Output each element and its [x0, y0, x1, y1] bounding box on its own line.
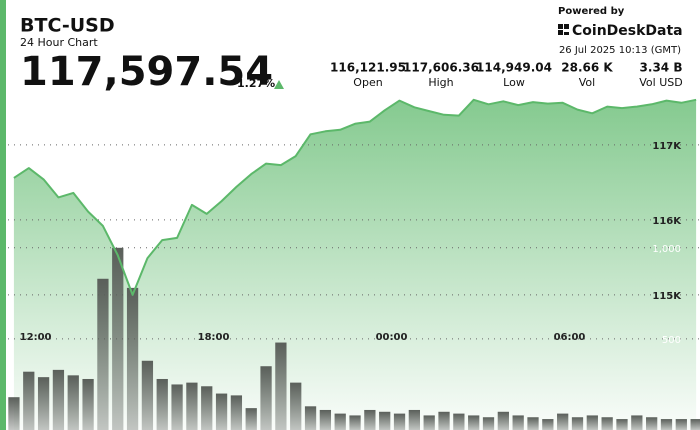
volume-bar — [379, 411, 391, 430]
stat-label: High — [428, 76, 453, 89]
grid-layer — [8, 144, 700, 340]
change: 1.27% — [237, 77, 275, 90]
volume-bar — [186, 382, 198, 430]
volume-bar — [319, 409, 332, 430]
x-tick-label: 06:00 — [554, 332, 586, 343]
powered-by: Powered by — [558, 6, 625, 17]
volume-bar — [230, 395, 243, 430]
stat-label: Open — [353, 76, 382, 89]
volume-bar — [141, 360, 154, 430]
volume-bar — [557, 413, 569, 430]
volume-bar — [201, 386, 213, 430]
subtitle: 24 Hour Chart — [20, 36, 98, 49]
y2-tick-label: 1,000 — [652, 244, 681, 255]
volume-bar — [438, 411, 450, 430]
brand-icon — [558, 24, 569, 35]
up-arrow — [274, 80, 284, 89]
volume-bar — [23, 371, 35, 430]
price-area — [13, 99, 697, 430]
volume-bar — [290, 382, 302, 430]
x-tick-label: 12:00 — [20, 332, 52, 343]
volume-bar — [304, 406, 317, 430]
volume-bar — [82, 378, 94, 430]
stat-value: 3.34 B — [640, 61, 683, 75]
volume-bar — [408, 409, 420, 430]
volume-bar — [275, 342, 287, 430]
volume-bar — [497, 411, 509, 430]
volume-bar — [527, 417, 539, 430]
y-tick-label: 116K — [652, 216, 682, 227]
volume-bar — [675, 419, 687, 430]
volume-bar — [542, 419, 554, 430]
bar-layer — [8, 247, 700, 430]
volume-bar — [616, 419, 628, 430]
volume-bar — [646, 417, 658, 430]
volume-bar — [171, 384, 183, 430]
volume-bar — [8, 397, 20, 430]
volume-bar — [660, 419, 673, 430]
stat-value: 117,606.36 — [403, 61, 479, 75]
volume-bar — [482, 417, 495, 430]
volume-bar — [601, 417, 613, 430]
volume-bar — [97, 278, 109, 430]
volume-bar — [571, 417, 584, 430]
volume-bar — [334, 413, 346, 430]
timestamp: 26 Jul 2025 10:13 (GMT) — [559, 45, 681, 56]
y-tick-label: 115K — [652, 291, 682, 302]
y-tick-label: 117K — [652, 141, 682, 152]
volume-bar — [690, 419, 700, 430]
plot-area: 115K 116K 117K 500 1,000 12:00 18:00 00:00 06:00 — [8, 98, 700, 430]
volume-bar — [112, 247, 124, 430]
stat-value: 116,121.95 — [330, 61, 406, 75]
stat-label: Vol — [579, 76, 595, 89]
volume-bar — [453, 413, 465, 430]
stat-label: Low — [503, 76, 525, 89]
stat-label: Vol USD — [639, 76, 682, 89]
volume-bar — [126, 287, 139, 430]
price-line — [13, 98, 697, 296]
volume-bar — [67, 375, 79, 430]
volume-bar — [156, 378, 168, 430]
volume-bar — [631, 415, 643, 430]
volume-bar — [512, 415, 524, 430]
symbol: BTC-USD — [20, 15, 115, 37]
stat-value: 28.66 K — [561, 61, 613, 75]
y2-tick-label: 500 — [662, 335, 681, 346]
volume-bar — [586, 415, 598, 430]
volume-bar — [349, 415, 361, 430]
volume-bar — [423, 415, 435, 430]
area-layer — [13, 99, 697, 430]
accent-bar — [0, 0, 6, 430]
line-layer — [13, 98, 697, 296]
x-tick-label: 00:00 — [376, 332, 408, 343]
brand: CoinDeskData — [572, 23, 683, 39]
x-tick-label: 18:00 — [198, 332, 230, 343]
volume-bar — [215, 393, 228, 430]
price: 117,597.54 — [20, 49, 273, 95]
volume-bar — [52, 369, 65, 430]
volume-bar — [37, 377, 50, 430]
volume-bar — [260, 366, 272, 430]
volume-bar — [245, 408, 257, 430]
label-layer: 115K 116K 117K 500 1,000 12:00 18:00 00:00 06:00 — [20, 141, 683, 346]
stat-value: 114,949.04 — [476, 61, 552, 75]
volume-bar — [393, 413, 406, 430]
volume-bar — [364, 409, 376, 430]
volume-bar — [468, 415, 480, 430]
